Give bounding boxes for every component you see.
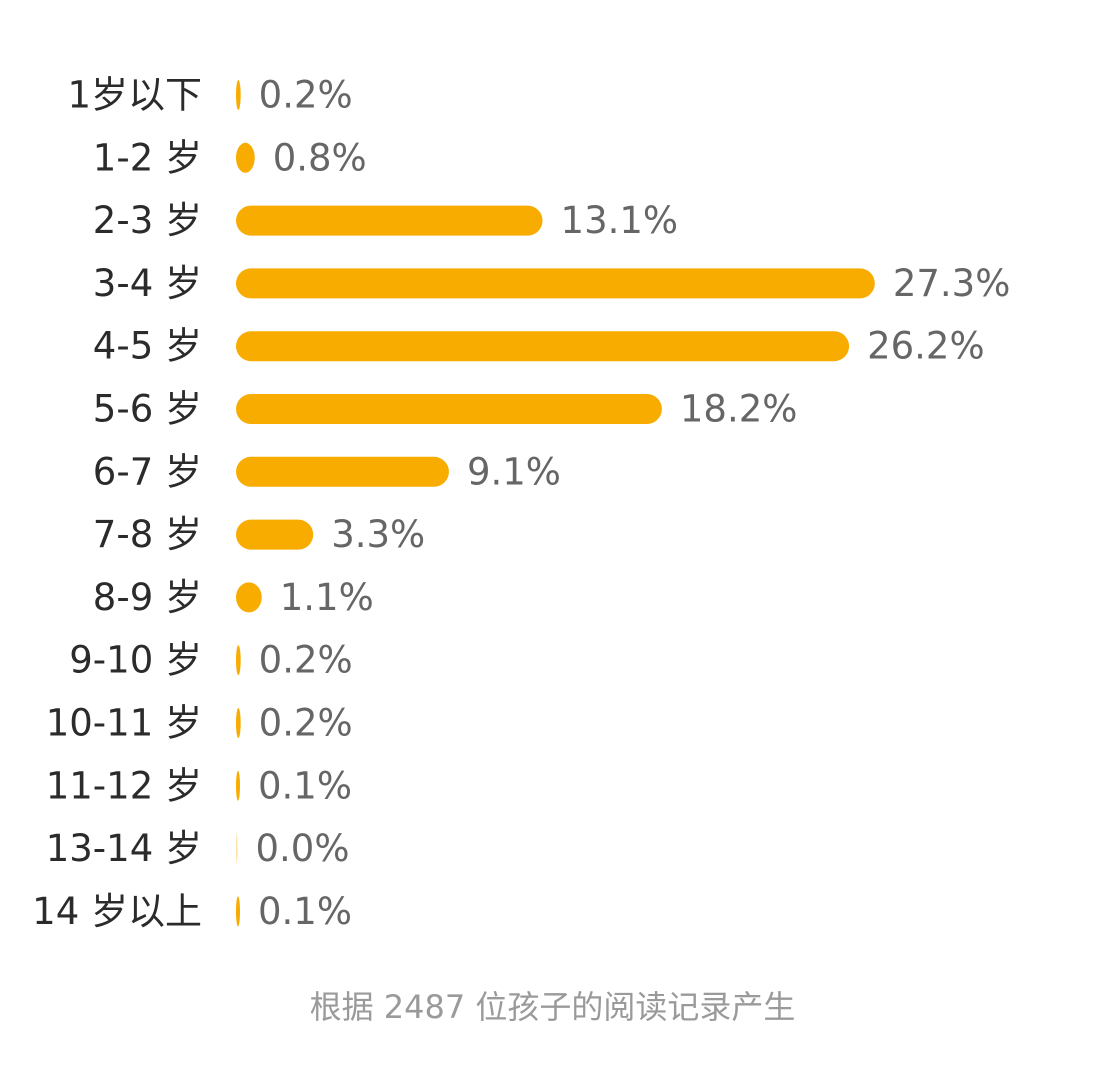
value-label: 0.2% bbox=[259, 74, 353, 117]
bar bbox=[236, 896, 240, 927]
bar bbox=[236, 80, 241, 110]
value-label: 0.1% bbox=[258, 764, 352, 807]
category-label: 9-10 岁 bbox=[69, 639, 202, 682]
bar bbox=[236, 268, 875, 299]
bar bbox=[236, 142, 255, 173]
category-label: 1岁以下 bbox=[67, 74, 202, 117]
category-label: 5-6 岁 bbox=[93, 388, 202, 431]
category-label: 1-2 岁 bbox=[93, 136, 202, 179]
category-label: 10-11 岁 bbox=[46, 702, 202, 745]
bar bbox=[236, 331, 850, 362]
bar bbox=[236, 645, 241, 676]
value-label: 18.2% bbox=[680, 388, 798, 431]
category-label: 7-8 岁 bbox=[93, 513, 202, 556]
value-label: 13.1% bbox=[561, 199, 679, 242]
value-label: 0.0% bbox=[256, 827, 350, 870]
bar bbox=[236, 394, 662, 424]
category-label: 13-14 岁 bbox=[46, 827, 202, 870]
bar bbox=[236, 519, 314, 550]
value-label: 27.3% bbox=[893, 262, 1011, 305]
chart-footnote: 根据 2487 位孩子的阅读记录产生 bbox=[309, 988, 796, 1026]
category-label: 6-7 岁 bbox=[93, 450, 202, 493]
value-label: 26.2% bbox=[867, 325, 985, 368]
value-label: 3.3% bbox=[331, 513, 425, 556]
category-label: 8-9 岁 bbox=[93, 576, 202, 619]
bar-chart-svg: 1岁以下 0.2% 1-2 岁 0.8% 2-3 岁 13.1% 3-4 岁 27.3% 4-5… bbox=[32, 74, 1011, 933]
value-label: 9.1% bbox=[467, 450, 561, 493]
value-label: 0.2% bbox=[259, 702, 353, 745]
category-label: 11-12 岁 bbox=[46, 764, 202, 807]
value-label: 0.8% bbox=[273, 136, 367, 179]
bar bbox=[236, 833, 238, 864]
bar bbox=[236, 456, 449, 487]
category-label: 14 岁以上 bbox=[32, 890, 202, 933]
value-label: 1.1% bbox=[280, 576, 374, 619]
bar bbox=[236, 708, 241, 738]
bar bbox=[236, 205, 543, 236]
value-label: 0.1% bbox=[258, 890, 352, 933]
category-label: 3-4 岁 bbox=[93, 262, 202, 305]
value-label: 0.2% bbox=[259, 639, 353, 682]
bar bbox=[236, 582, 262, 613]
bar bbox=[236, 770, 240, 801]
category-label: 4-5 岁 bbox=[93, 325, 202, 368]
category-label: 2-3 岁 bbox=[93, 199, 202, 242]
